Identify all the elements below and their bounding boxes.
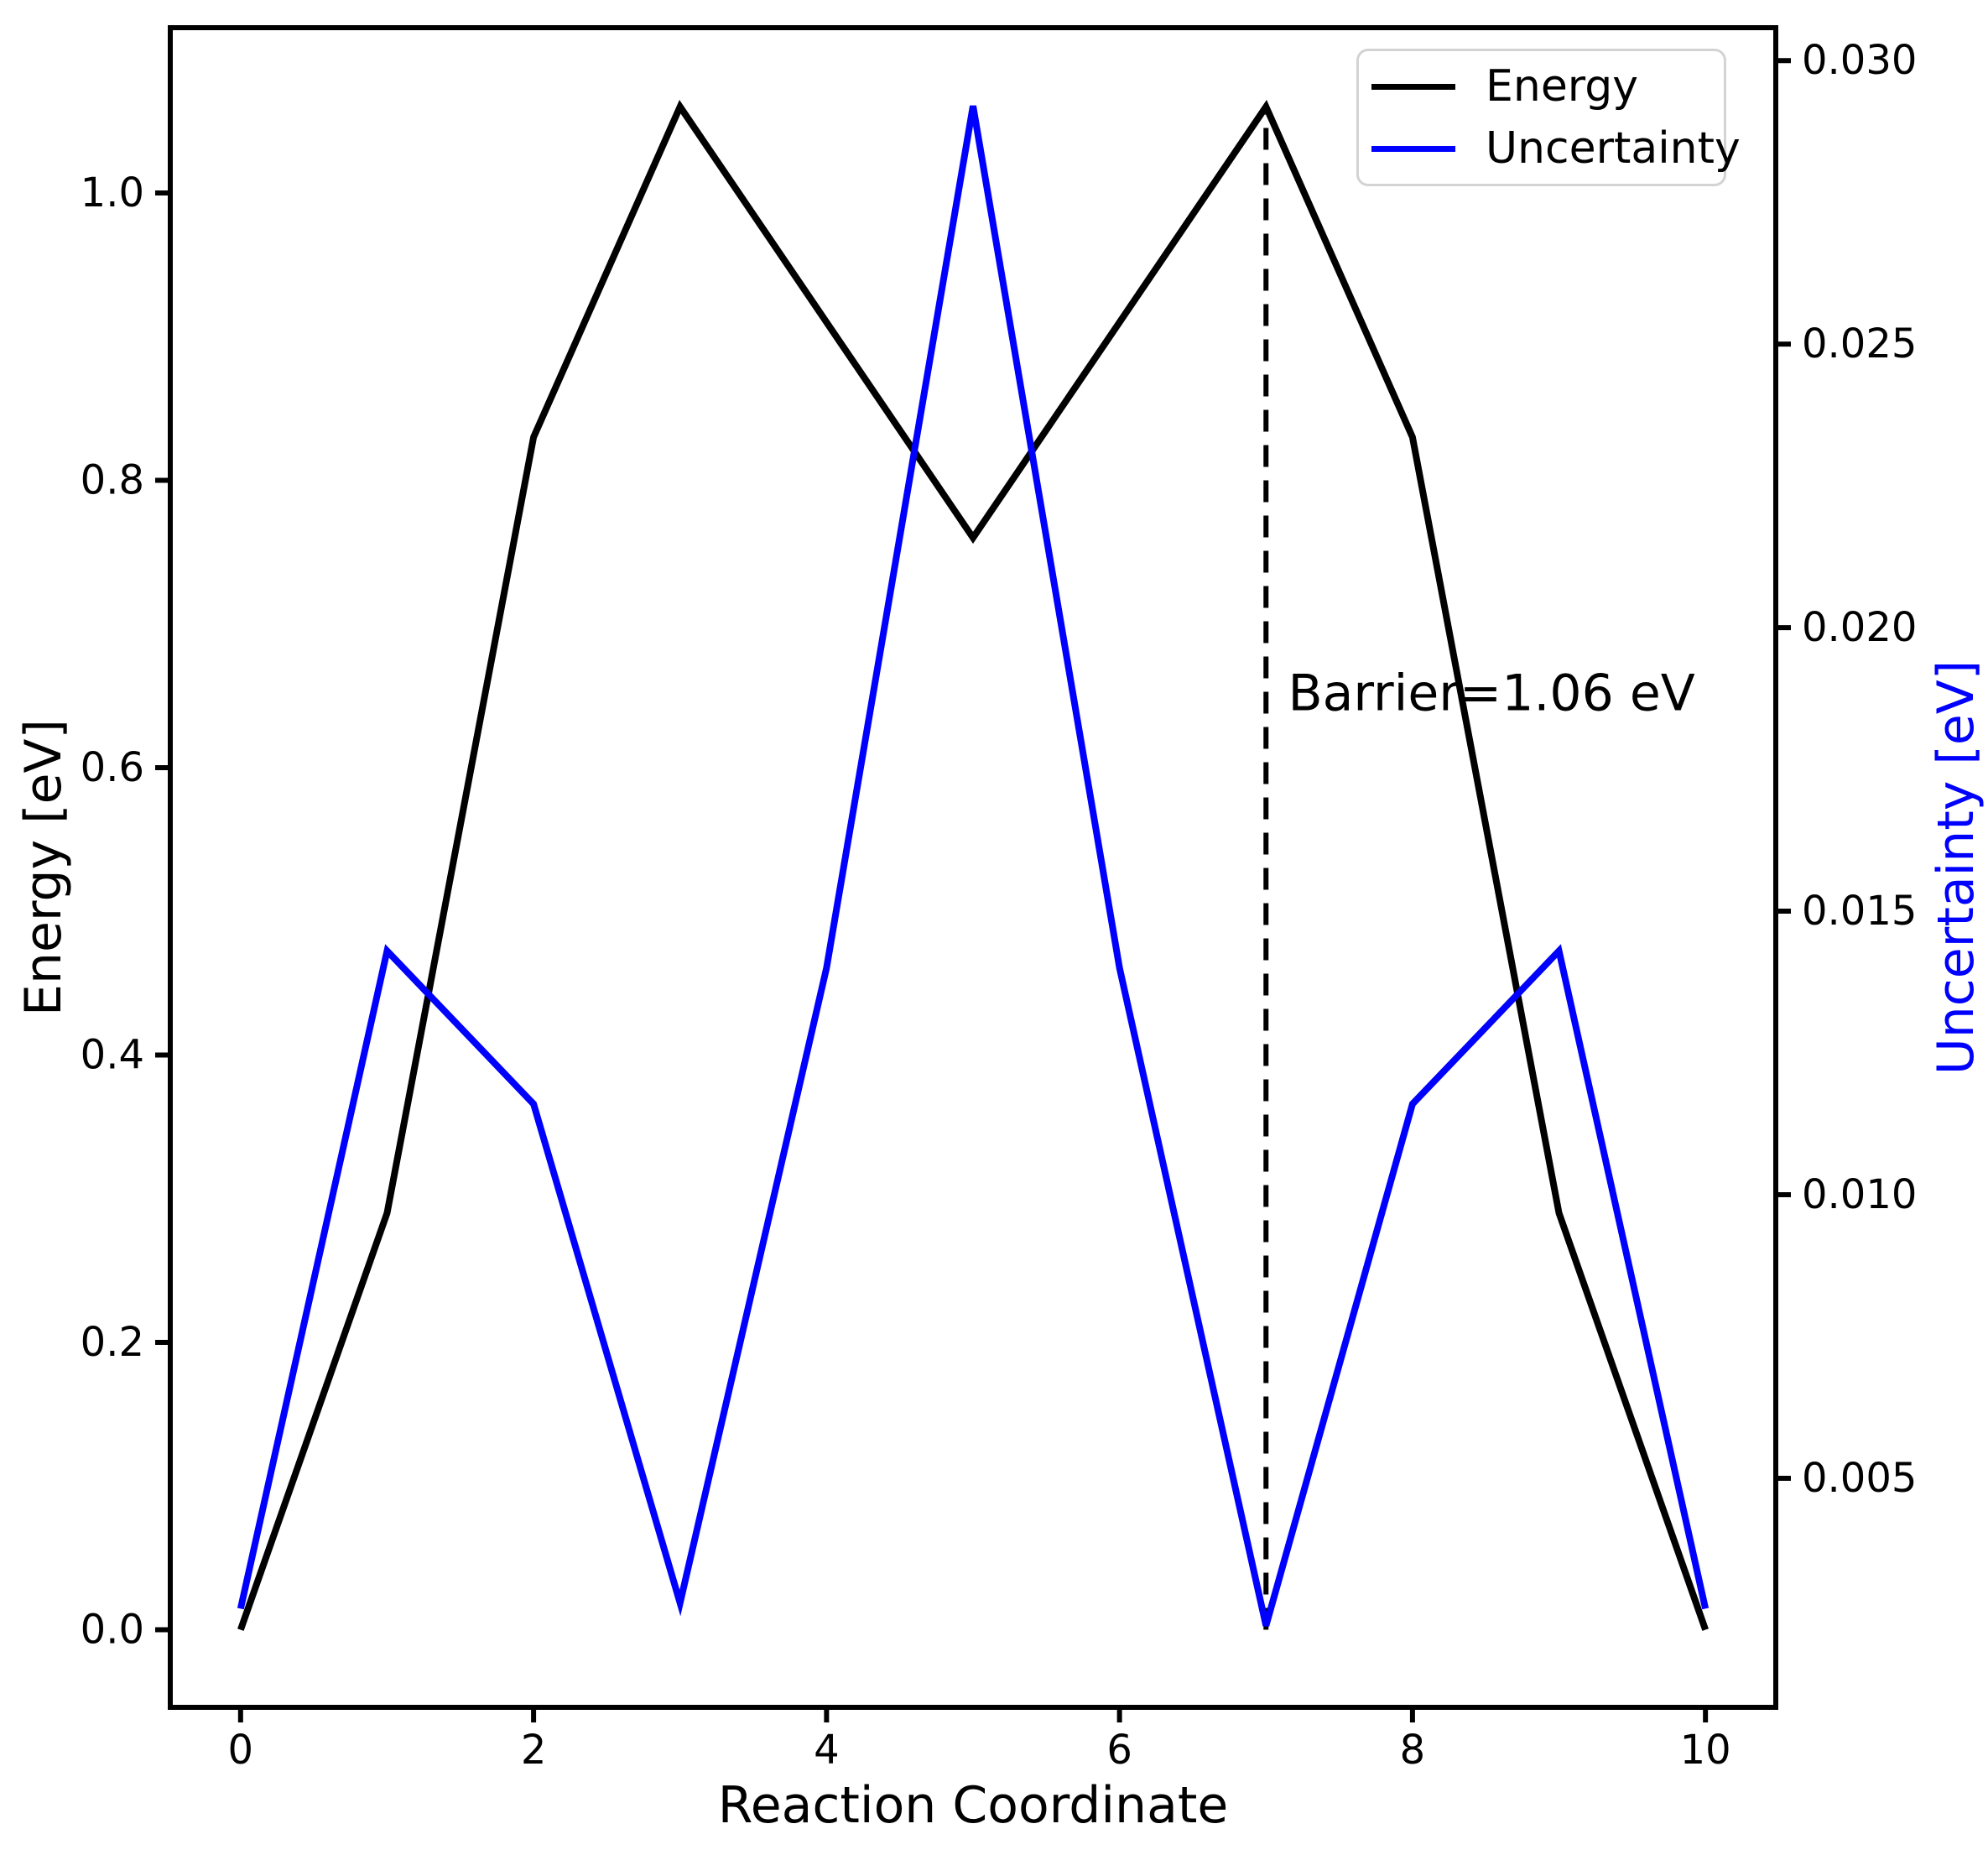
right-y-axis-tick-label: 0.010 xyxy=(1802,1171,1917,1218)
legend-label-energy: Energy xyxy=(1486,61,1639,112)
left-y-axis-tick-label: 0.8 xyxy=(81,456,144,503)
x-axis-tick-label: 0 xyxy=(228,1727,254,1774)
x-axis-tick-label: 10 xyxy=(1680,1727,1731,1774)
uncertainty-line xyxy=(237,105,1710,1627)
left-y-axis-tick-label: 0.0 xyxy=(81,1607,144,1654)
left-y-axis-tick-label: 0.6 xyxy=(81,744,144,791)
x-axis-title: Reaction Coordinate xyxy=(717,1776,1229,1835)
right-y-axis-title: Uncertainty [eV] xyxy=(1927,659,1985,1076)
right-y-axis-tick-label: 0.025 xyxy=(1802,320,1917,367)
legend-item-energy: Energy xyxy=(1359,55,1724,117)
x-axis-tick-label: 4 xyxy=(814,1727,840,1774)
plot-frame xyxy=(168,25,1778,1710)
x-axis-tick-label: 6 xyxy=(1106,1727,1132,1774)
legend-label-uncertainty: Uncertainty xyxy=(1486,123,1741,174)
right-y-axis-tick-label: 0.030 xyxy=(1802,37,1917,84)
left-y-axis-title: Energy [eV] xyxy=(14,719,73,1016)
x-axis-tick-label: 2 xyxy=(521,1727,547,1774)
left-y-axis-tick-label: 1.0 xyxy=(81,169,144,216)
right-y-axis-tick-label: 0.005 xyxy=(1802,1455,1917,1502)
legend-item-uncertainty: Uncertainty xyxy=(1359,117,1741,180)
legend: Energy Uncertainty xyxy=(1356,49,1741,186)
right-y-axis-tick-label: 0.015 xyxy=(1802,888,1917,935)
left-y-axis-tick-label: 0.2 xyxy=(81,1319,144,1366)
energy-line xyxy=(237,99,1709,1631)
left-y-axis-tick-label: 0.4 xyxy=(81,1031,144,1078)
x-axis-tick-label: 8 xyxy=(1400,1727,1426,1774)
energy-line-swatch xyxy=(1371,83,1455,90)
uncertainty-line-swatch xyxy=(1371,145,1455,152)
barrier-annotation: Barrier=1.06 eV xyxy=(1288,664,1694,722)
right-y-axis-tick-label: 0.020 xyxy=(1802,604,1917,651)
